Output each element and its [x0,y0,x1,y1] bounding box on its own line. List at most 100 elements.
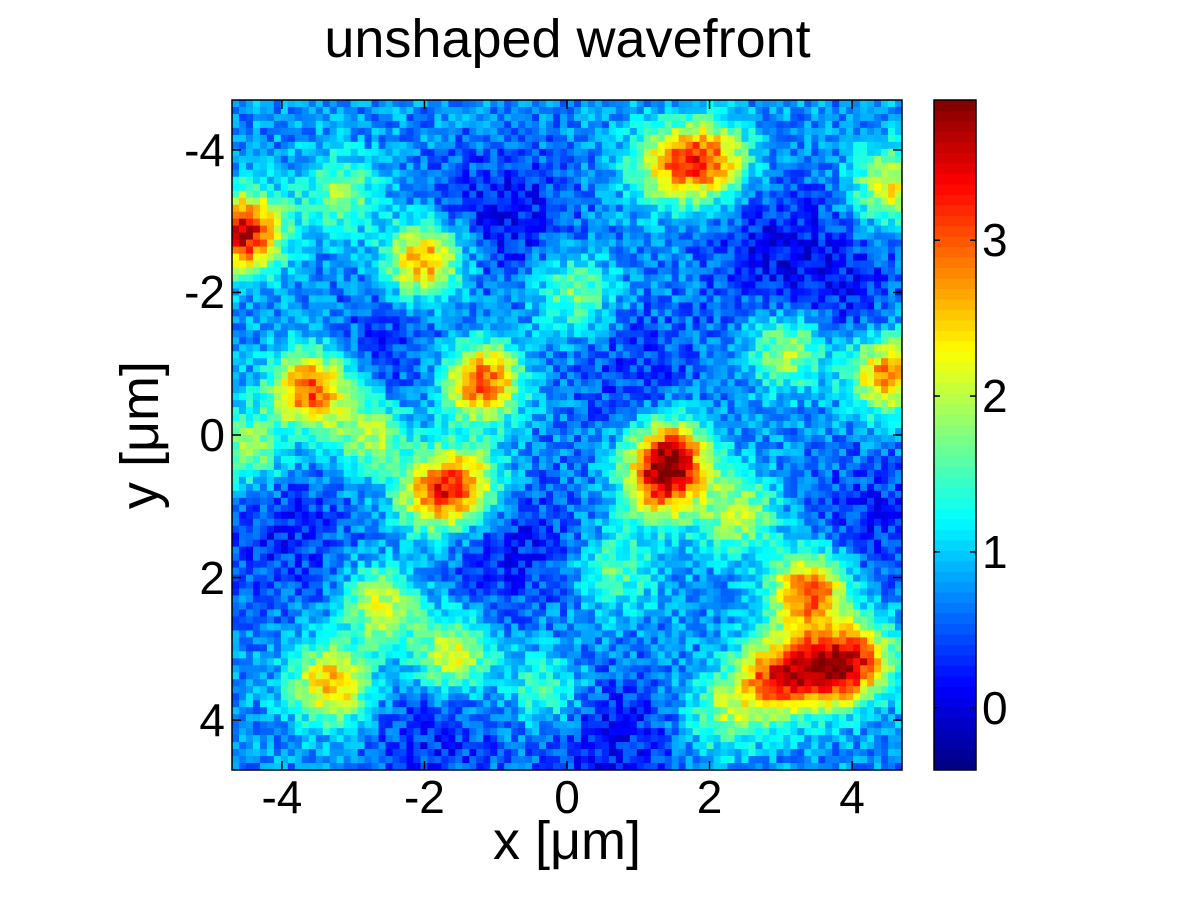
heatmap-cell [490,267,498,276]
heatmap-cell [553,379,561,387]
heatmap-cell [706,295,715,303]
heatmap-cell [294,400,303,408]
heatmap-cell [245,462,254,471]
heatmap-cell [532,155,540,164]
heatmap-cell [594,302,603,310]
heatmap-cell [769,281,777,290]
heatmap-cell [483,323,491,331]
heatmap-cell [280,239,289,248]
heatmap-cell [671,441,680,450]
heatmap-cell [699,232,708,241]
heatmap-cell [329,274,338,283]
heatmap-cell [420,274,429,283]
heatmap-cell [790,169,798,178]
heatmap-cell [657,134,666,143]
heatmap-cell [818,351,826,359]
heatmap-cell [629,155,638,164]
heatmap-cell [483,379,491,387]
heatmap-cell [804,428,812,436]
heatmap-cell [553,414,561,422]
heatmap-cell [720,344,729,352]
heatmap-cell [532,393,540,401]
heatmap-cell [769,100,777,108]
heatmap-cell [874,100,882,108]
heatmap-cell [818,183,826,192]
heatmap-cell [580,134,589,143]
heatmap-cell [413,106,422,115]
heatmap-cell [657,100,666,108]
heatmap-cell [706,204,715,213]
heatmap-cell [329,253,338,262]
heatmap-cell [720,379,729,387]
heatmap-cell [734,106,743,115]
heatmap-cell [301,400,310,408]
heatmap-cell [699,428,708,436]
heatmap-cell [643,239,652,248]
heatmap-cell [504,455,512,464]
heatmap-cell [573,400,582,408]
heatmap-cell [343,393,352,401]
heatmap-cell [699,372,708,380]
heatmap-cell [280,155,289,164]
heatmap-cell [343,253,352,262]
heatmap-cell [804,120,812,129]
heatmap-cell [539,386,547,394]
heatmap-cell [804,141,812,150]
heatmap-cell [511,344,519,352]
heatmap-cell [336,448,345,457]
heatmap-cell [881,267,889,276]
heatmap-cell [462,288,470,297]
heatmap-cell [678,267,687,276]
heatmap-cell [364,372,373,380]
heatmap-cell [699,218,708,227]
heatmap-cell [378,393,387,401]
heatmap-cell [553,337,561,345]
heatmap-cell [357,169,366,178]
heatmap-cell [511,162,519,171]
heatmap-cell [643,218,652,227]
heatmap-cell [532,330,540,338]
heatmap-cell [713,260,722,269]
heatmap-cell [846,441,854,450]
heatmap-cell [371,428,380,436]
heatmap-cell [818,225,826,234]
heatmap-cell [399,190,408,199]
heatmap-cell [343,260,352,269]
heatmap-cell [350,239,359,248]
heatmap-cell [567,281,575,290]
heatmap-cell [560,267,568,276]
heatmap-cell [762,337,770,345]
heatmap-cell [392,162,401,171]
heatmap-cell [629,260,638,269]
heatmap-cell [329,330,338,338]
heatmap-cell [867,309,875,317]
heatmap-cell [573,441,582,450]
heatmap-cell [315,260,324,269]
heatmap-cell [378,267,387,276]
heatmap-cell [776,295,784,303]
heatmap-cell [622,407,631,415]
heatmap-cell [874,176,882,185]
heatmap-cell [706,239,715,248]
heatmap-cell [245,351,254,359]
heatmap-cell [713,372,722,380]
heatmap-cell [525,148,533,157]
heatmap-cell [329,232,338,241]
heatmap-cell [825,309,833,317]
heatmap-cell [769,302,777,310]
heatmap-cell [706,211,715,220]
heatmap-cell [567,358,575,366]
heatmap-cell [532,106,540,115]
heatmap-cell [643,421,652,429]
heatmap-cell [692,176,701,185]
heatmap-cell [818,120,826,129]
heatmap-cell [594,316,603,324]
heatmap-cell [287,204,296,213]
heatmap-cell [734,316,743,324]
heatmap-cell [343,372,352,380]
heatmap-cell [287,141,296,150]
heatmap-cell [232,372,240,380]
heatmap-cell [839,337,847,345]
heatmap-cell [343,365,352,373]
heatmap-cell [497,302,505,310]
